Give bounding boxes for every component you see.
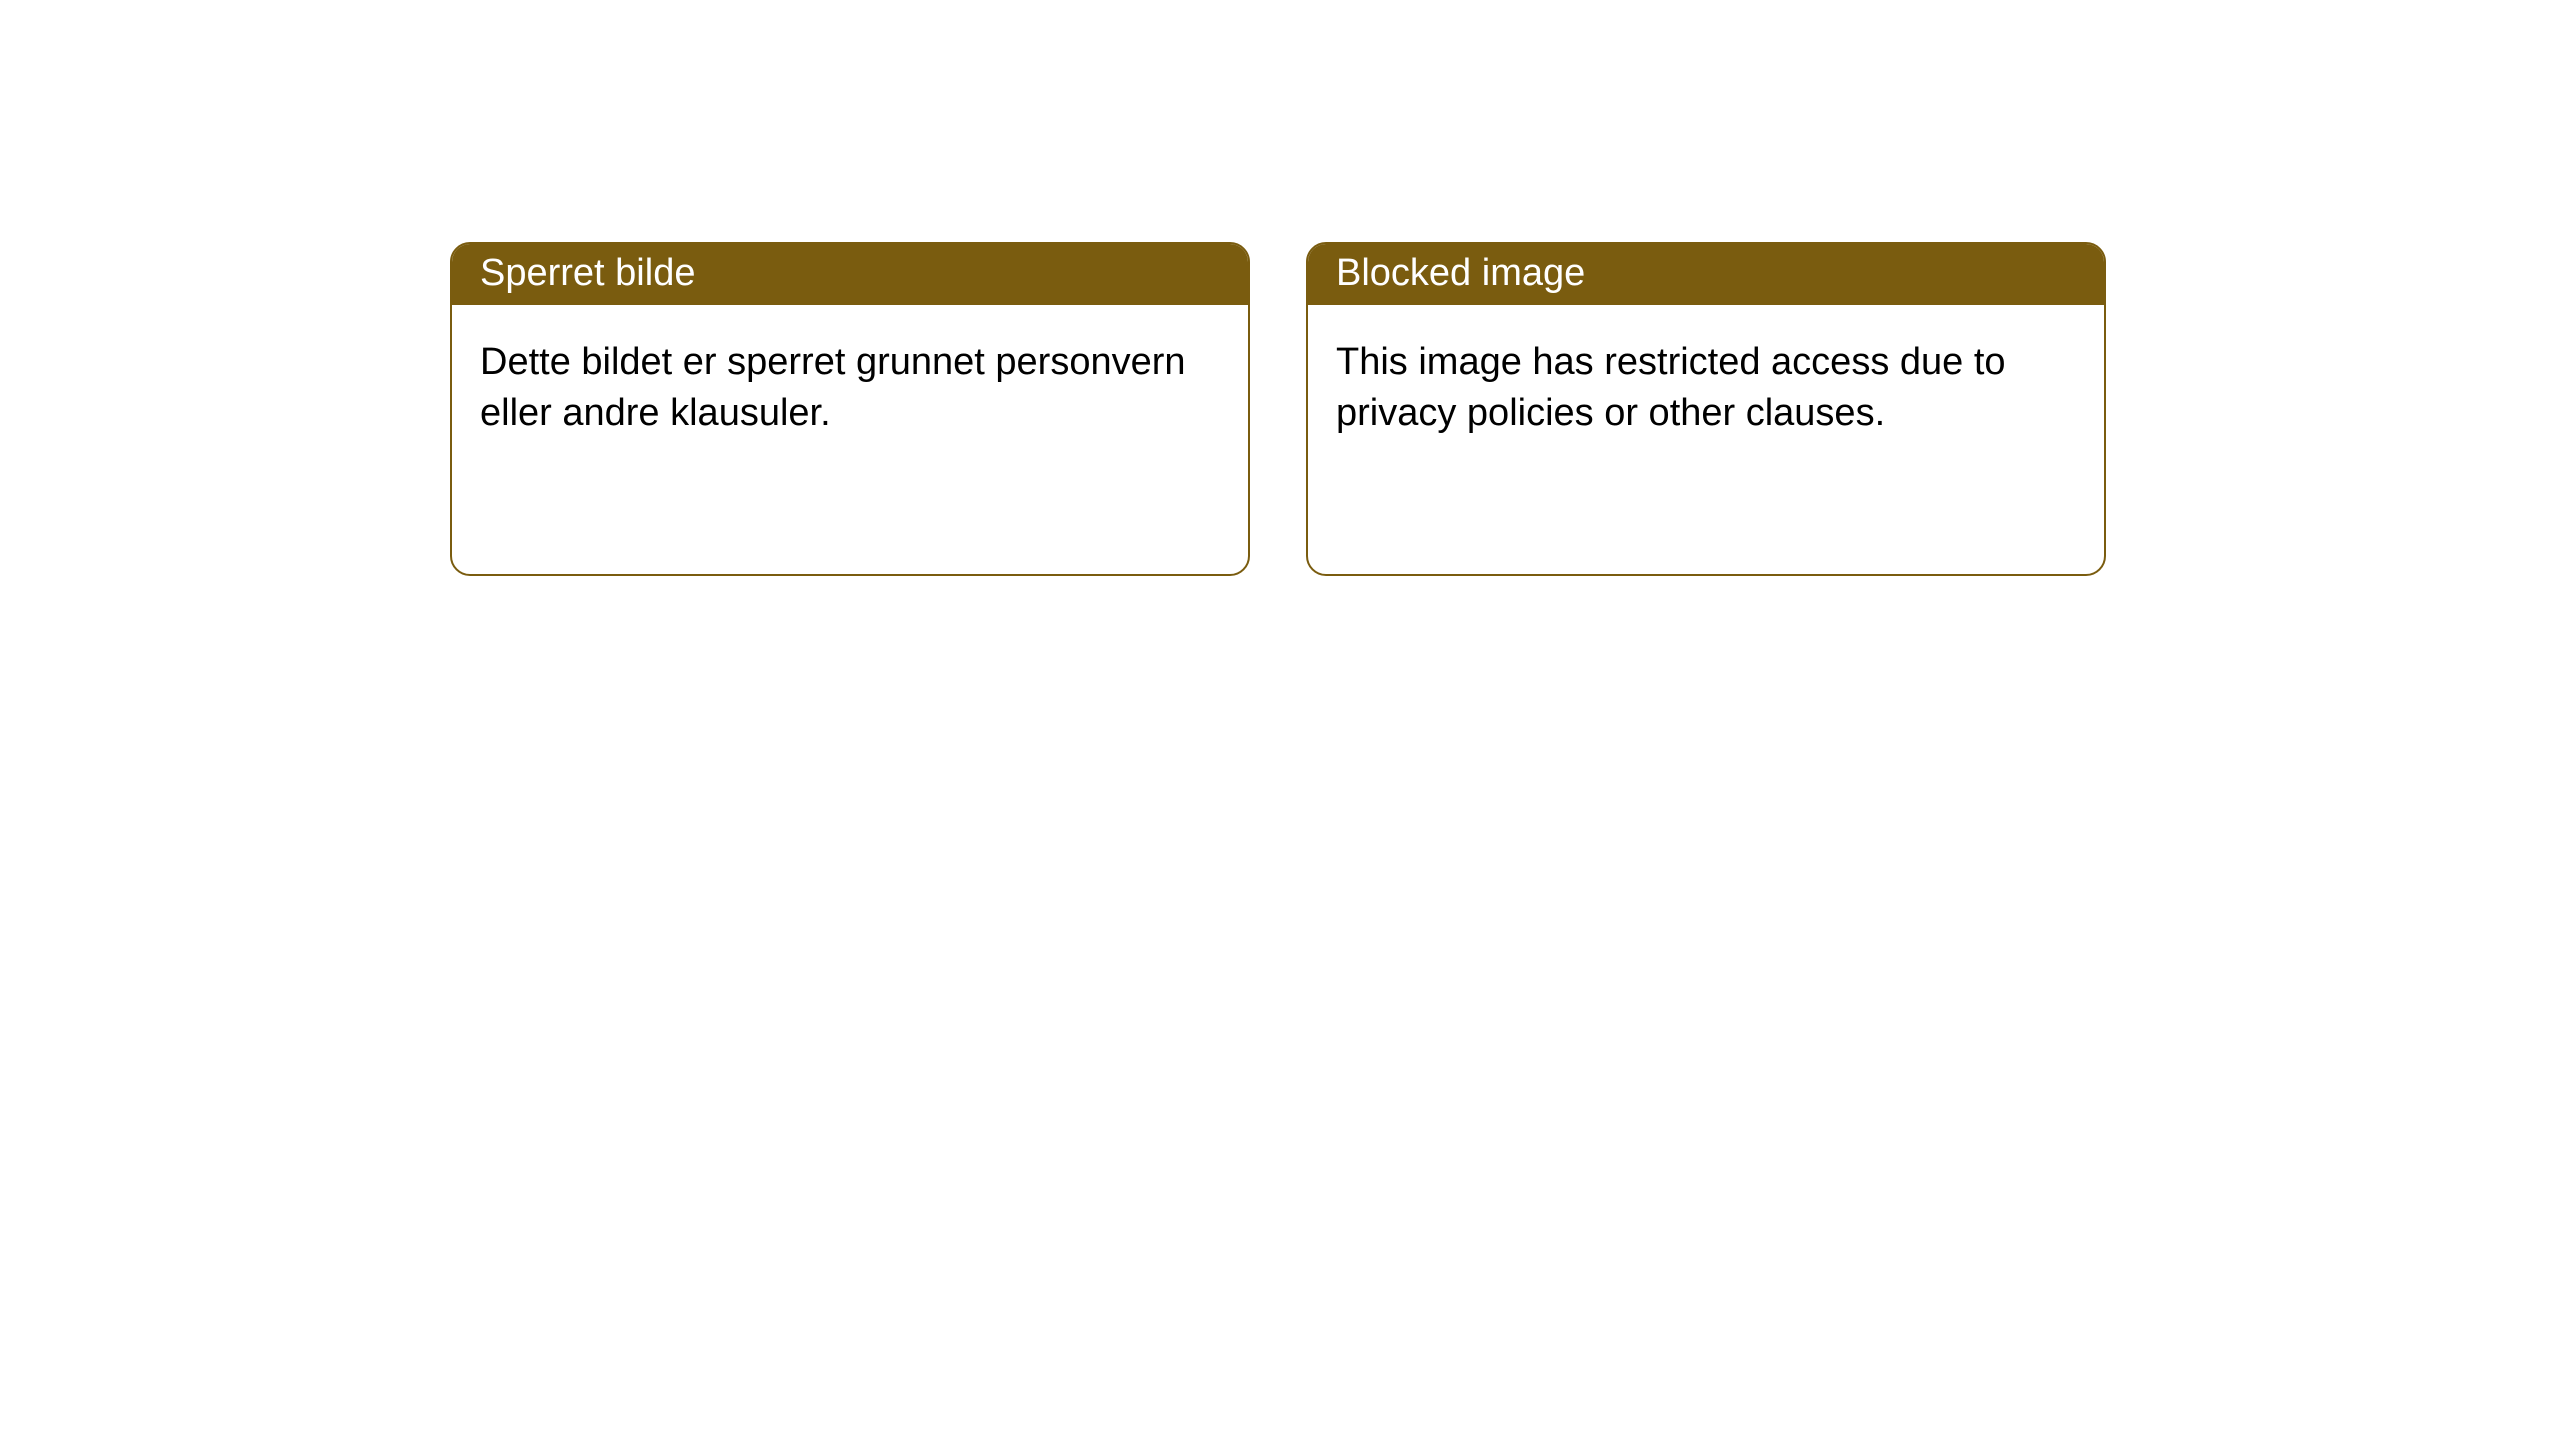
notice-card-english: Blocked image This image has restricted … xyxy=(1306,242,2106,576)
card-header: Sperret bilde xyxy=(452,244,1248,305)
card-message: This image has restricted access due to … xyxy=(1336,341,2006,434)
card-message: Dette bildet er sperret grunnet personve… xyxy=(480,341,1186,434)
card-body: This image has restricted access due to … xyxy=(1308,305,2104,472)
card-header: Blocked image xyxy=(1308,244,2104,305)
card-title: Blocked image xyxy=(1336,252,1585,294)
notice-container: Sperret bilde Dette bildet er sperret gr… xyxy=(0,0,2560,576)
card-title: Sperret bilde xyxy=(480,252,695,294)
card-body: Dette bildet er sperret grunnet personve… xyxy=(452,305,1248,472)
notice-card-norwegian: Sperret bilde Dette bildet er sperret gr… xyxy=(450,242,1250,576)
